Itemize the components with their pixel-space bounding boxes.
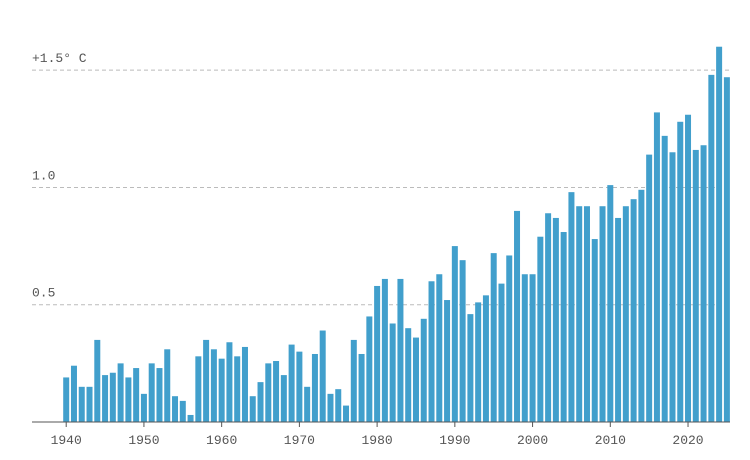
- bar: [576, 206, 583, 422]
- bar: [156, 368, 163, 422]
- bar: [622, 206, 629, 422]
- bar: [280, 375, 287, 422]
- bar: [140, 393, 147, 422]
- bar: [630, 199, 637, 422]
- bar: [210, 349, 217, 422]
- bar: [591, 239, 598, 422]
- x-tick-label: 2000: [517, 433, 548, 448]
- bar: [249, 396, 256, 422]
- bar: [327, 393, 334, 422]
- bar: [241, 346, 248, 422]
- bar: [428, 281, 435, 422]
- bar: [179, 400, 186, 422]
- bar: [412, 337, 419, 422]
- bar: [646, 154, 653, 423]
- bar: [374, 285, 381, 422]
- bar: [514, 210, 521, 422]
- bar: [638, 189, 645, 422]
- bar: [86, 386, 93, 422]
- bar: [343, 405, 350, 422]
- bar: [358, 353, 365, 422]
- bar: [708, 74, 715, 422]
- bar: [716, 46, 723, 423]
- bar: [265, 363, 272, 422]
- bar: [537, 236, 544, 422]
- bar: [117, 363, 124, 422]
- bar: [451, 246, 458, 422]
- bar: [521, 274, 528, 422]
- x-tick-label: 1940: [51, 433, 82, 448]
- bar: [653, 112, 660, 423]
- bar: [304, 386, 311, 422]
- bar: [109, 372, 116, 422]
- bar: [436, 274, 443, 422]
- bar: [498, 283, 505, 422]
- bar: [133, 368, 140, 422]
- bar: [661, 135, 668, 422]
- bar: [273, 361, 280, 422]
- bar: [148, 363, 155, 422]
- bar: [467, 314, 474, 422]
- bar: [529, 274, 536, 422]
- bar: [482, 295, 489, 422]
- bar: [560, 232, 567, 422]
- bar: [102, 375, 109, 422]
- bar: [335, 389, 342, 422]
- bar: [381, 278, 388, 422]
- x-tick-label: 1990: [439, 433, 470, 448]
- bar: [70, 365, 77, 422]
- bar: [490, 253, 497, 422]
- bar: [296, 351, 303, 422]
- bar: [459, 260, 466, 422]
- bar: [311, 353, 318, 422]
- bar: [389, 323, 396, 422]
- bar: [63, 377, 70, 422]
- bar: [444, 300, 451, 422]
- bar: [615, 217, 622, 422]
- bar: [420, 318, 427, 422]
- bar: [125, 377, 132, 422]
- bar: [366, 316, 373, 422]
- bar: [226, 342, 233, 422]
- x-tick-label: 1970: [284, 433, 315, 448]
- bar: [172, 396, 179, 422]
- bar: [234, 356, 241, 422]
- bar: [164, 349, 171, 422]
- bar: [397, 278, 404, 422]
- bar: [552, 217, 559, 422]
- bar: [319, 330, 326, 422]
- bar: [350, 339, 357, 422]
- bar: [475, 302, 482, 422]
- y-tick-label: 0.5: [32, 286, 55, 301]
- bar: [187, 414, 194, 422]
- bar: [78, 386, 85, 422]
- bar: [203, 339, 210, 422]
- bar: [669, 152, 676, 423]
- bar: [677, 121, 684, 423]
- bar: [288, 344, 295, 422]
- x-tick-label: 1960: [206, 433, 237, 448]
- bar: [723, 77, 730, 422]
- bar: [405, 328, 412, 422]
- bar: [599, 206, 606, 422]
- bar: [94, 339, 101, 422]
- bar: [685, 114, 692, 422]
- x-tick-label: 1980: [362, 433, 393, 448]
- x-tick-label: 2020: [672, 433, 703, 448]
- x-tick-label: 1950: [128, 433, 159, 448]
- bar: [195, 356, 202, 422]
- y-tick-label: 1.0: [32, 168, 55, 183]
- bar: [583, 206, 590, 422]
- bar: [607, 185, 614, 422]
- bar: [545, 213, 552, 422]
- x-tick-label: 2010: [595, 433, 626, 448]
- y-tick-label: +1.5° C: [32, 51, 87, 66]
- bar: [506, 255, 513, 422]
- bar: [692, 149, 699, 422]
- bar: [700, 145, 707, 422]
- bar: [568, 192, 575, 422]
- bar: [257, 382, 264, 422]
- bar: [218, 358, 225, 422]
